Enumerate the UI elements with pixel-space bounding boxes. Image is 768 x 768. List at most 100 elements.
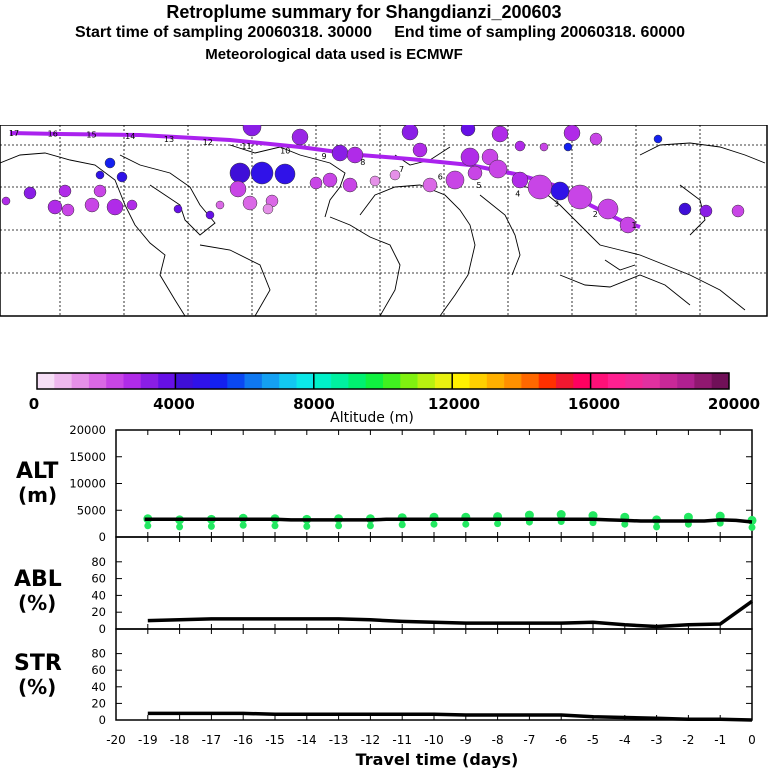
- alt-cluster-point: [144, 522, 152, 530]
- str-series-line: [147, 711, 753, 722]
- alt-cluster-point: [621, 520, 629, 528]
- plume-point: [369, 175, 381, 187]
- x-tick-label: -9: [460, 733, 472, 747]
- colorbar-cell: [452, 373, 470, 389]
- plume-point: [331, 144, 349, 162]
- x-tick-label: -17: [202, 733, 222, 747]
- colorbar-cells: [36, 372, 730, 390]
- colorbar-cell: [140, 373, 159, 389]
- plume-point: [61, 203, 75, 217]
- colorbar-cell: [590, 373, 609, 389]
- series: [143, 510, 757, 722]
- alt-cluster-point: [335, 522, 343, 530]
- plume-cluster-points: [1, 125, 745, 234]
- colorbar-cell: [158, 373, 176, 389]
- y-tick-label: 20: [91, 696, 106, 710]
- colorbar-ticks: 0 4000 8000 12000 16000 20000: [29, 373, 760, 413]
- track-point-label: 8: [360, 158, 365, 167]
- plume-point: [563, 125, 581, 142]
- trajectory-track: [9, 131, 641, 229]
- colorbar-cell: [54, 373, 72, 389]
- colorbar-cell: [694, 373, 712, 389]
- colorbar-tick-label: 4000: [153, 395, 195, 413]
- colorbar-cell: [37, 373, 55, 389]
- x-tick-label: -7: [523, 733, 535, 747]
- alt-panel-label: ALT: [16, 459, 58, 484]
- x-tick-label: -18: [170, 733, 190, 747]
- plume-point: [95, 170, 105, 180]
- y-ticks: 0 5000 10000 15000 20000 0 20 40 60 80 0 20 40 60 80: [69, 423, 752, 727]
- x-ticks: -20 -19 -18 -17 -16 -15 -14 -13 -12 -11 -10 -9 -8 -7-…: [106, 430, 756, 747]
- colorbar-cell: [417, 373, 436, 389]
- y-tick-label: 0: [99, 713, 106, 727]
- sampling-times: Start time of sampling 20060318. 30000 E…: [0, 24, 764, 42]
- str-panel-label: STR: [14, 651, 62, 676]
- colorbar-frame: [36, 372, 730, 390]
- plume-point: [229, 162, 251, 184]
- plume-point: [84, 197, 100, 213]
- plume-point: [262, 203, 274, 215]
- alt-cluster-point: [430, 520, 438, 528]
- y-tick-label: 40: [91, 588, 106, 602]
- track-point-label: 1: [631, 221, 636, 230]
- x-tick-label: 0: [748, 733, 756, 747]
- start-time-label: Start time of sampling 20060318. 30000: [74, 24, 372, 41]
- colorbar-cell: [469, 373, 488, 389]
- colorbar-cell: [313, 373, 332, 389]
- abl-panel-unit: (%): [18, 591, 56, 615]
- plume-point: [422, 177, 438, 193]
- y-tick-label: 60: [91, 572, 106, 586]
- plume-point: [597, 198, 619, 220]
- alt-cluster-point: [556, 510, 566, 520]
- track-point-label: 4: [515, 190, 520, 199]
- alt-cluster-point: [494, 520, 502, 528]
- colorbar-cell: [383, 373, 401, 389]
- colorbar-tick-label: 0: [29, 395, 39, 413]
- plume-point: [322, 172, 338, 188]
- plume-point: [389, 169, 401, 181]
- x-tick-label: -20: [106, 733, 126, 747]
- plume-point: [173, 204, 183, 214]
- plume-point: [460, 147, 480, 167]
- plume-point: [309, 176, 323, 190]
- track-point-label: 10: [280, 147, 290, 156]
- track-point-label: 12: [203, 138, 213, 147]
- plume-point: [699, 204, 713, 218]
- y-tick-label: 0: [99, 622, 106, 636]
- end-time-label: End time of sampling 20060318. 60000: [394, 24, 686, 41]
- plume-point: [619, 216, 637, 234]
- colorbar-cell: [348, 373, 366, 389]
- plume-point: [678, 202, 692, 216]
- alt-panel-unit: (m): [18, 483, 57, 507]
- plume-point: [250, 161, 274, 185]
- track-point-label: 17: [9, 129, 19, 138]
- plume-point: [47, 199, 63, 215]
- colorbar-cell: [331, 373, 349, 389]
- plume-point: [488, 159, 508, 179]
- alt-cluster-point: [207, 522, 215, 530]
- x-tick-label: -1: [714, 733, 726, 747]
- track-point-label: 3: [554, 199, 559, 208]
- x-axis-title: Travel time (days): [356, 750, 519, 768]
- x-tick-label: -19: [138, 733, 158, 747]
- colorbar-tick-label: 20000: [708, 395, 760, 413]
- plume-point: [589, 132, 603, 146]
- track-point-label: 7: [399, 165, 404, 174]
- colorbar-label: Altitude (m): [330, 410, 414, 426]
- x-tick-label: -10: [424, 733, 444, 747]
- colorbar-cell: [210, 373, 228, 389]
- alt-cluster-point: [366, 522, 374, 530]
- plume-point: [229, 180, 247, 198]
- plume-point: [511, 171, 529, 189]
- x-tick-label: -14: [297, 733, 317, 747]
- colorbar-cell: [434, 373, 453, 389]
- time-series-panels: 0 5000 10000 15000 20000 0 20 40 60 80 0 20 40 60 80 -…: [14, 423, 757, 768]
- y-tick-label: 40: [91, 680, 106, 694]
- plume-point: [731, 204, 745, 218]
- colorbar-cell: [261, 373, 280, 389]
- plume-point: [527, 174, 553, 200]
- plume-point: [274, 163, 296, 185]
- plume-point: [104, 157, 116, 169]
- altitude-colorbar: 0 4000 8000 12000 16000 20000 Altitude (m): [29, 372, 760, 426]
- panel-frames: [115, 429, 753, 721]
